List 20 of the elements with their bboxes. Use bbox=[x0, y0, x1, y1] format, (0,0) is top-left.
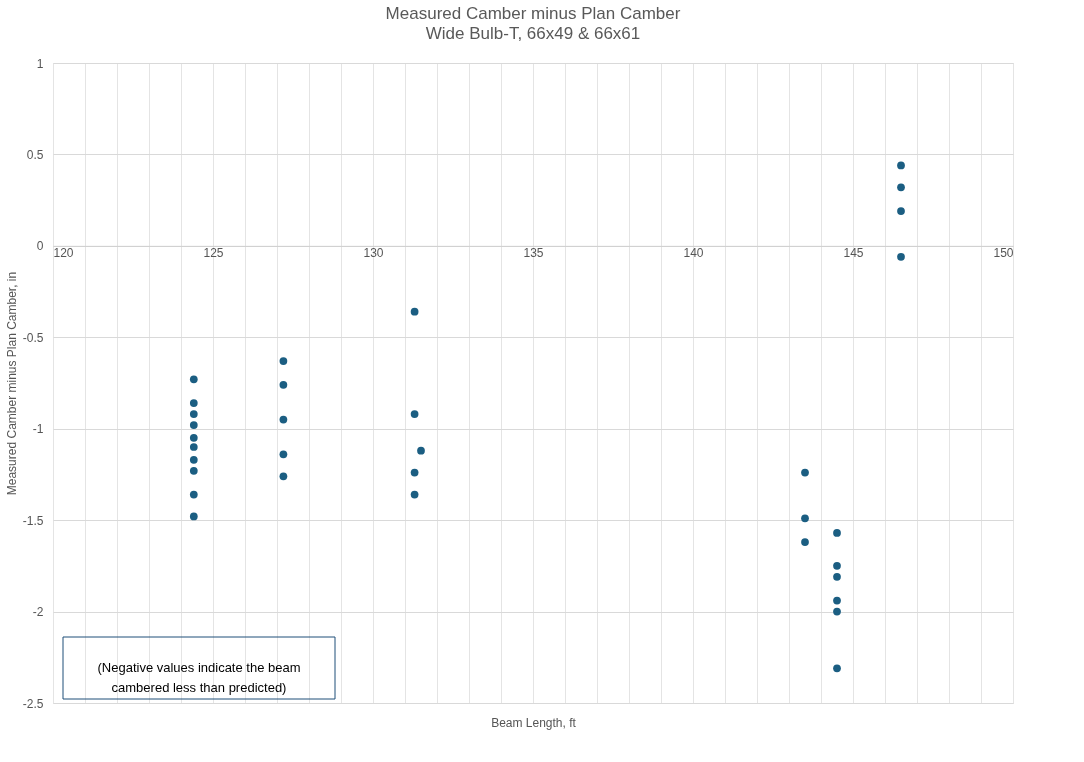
y-tick-label: -1 bbox=[32, 422, 44, 437]
y-tick-label: 0 bbox=[36, 239, 44, 254]
chart-subtitle: Wide Bulb-T, 66x49 & 66x61 bbox=[425, 24, 641, 43]
x-tick-label: 145 bbox=[843, 246, 864, 261]
x-axis-title: Beam Length, ft bbox=[491, 715, 577, 730]
x-tick-label: 125 bbox=[203, 246, 224, 261]
y-tick-label: -0.5 bbox=[22, 330, 44, 345]
y-axis-title: Measured Camber minus Plan Camber, in bbox=[4, 271, 19, 496]
x-tick-label: 140 bbox=[683, 246, 704, 261]
x-tick-label: 120 bbox=[53, 246, 74, 261]
x-tick-label: 150 bbox=[993, 246, 1014, 261]
x-tick-label: 135 bbox=[523, 246, 544, 261]
annotation: (Negative values indicate the beam cambered less than predicted) bbox=[97, 660, 301, 695]
x-tick-label: 130 bbox=[363, 246, 384, 261]
chart-title: Measured Camber minus Plan Camber bbox=[385, 4, 681, 23]
y-tick-label: 0.5 bbox=[26, 147, 44, 162]
y-tick-label: -2.5 bbox=[22, 696, 44, 711]
y-tick-label: -2 bbox=[32, 605, 44, 620]
y-tick-label: 1 bbox=[36, 56, 44, 71]
y-tick-label: -1.5 bbox=[22, 513, 44, 528]
